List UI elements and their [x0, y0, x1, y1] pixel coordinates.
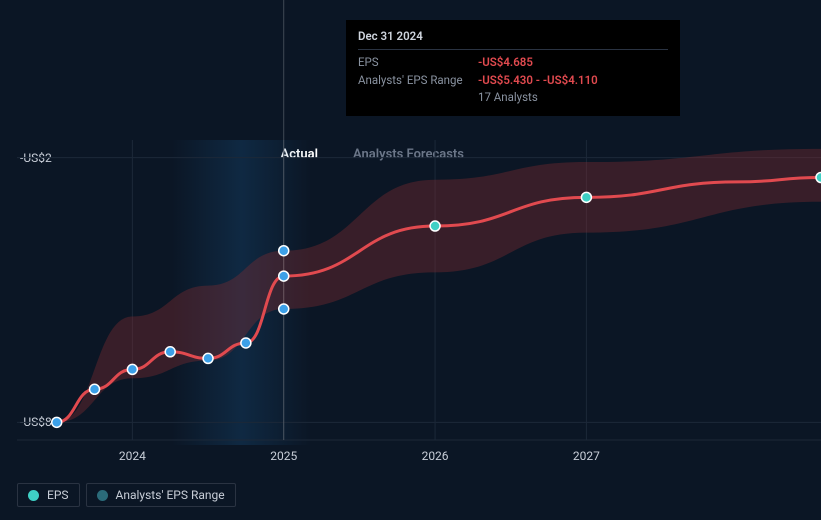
- eps-chart: -US$2 -US$8 Actual Analysts Forecasts 20…: [17, 0, 804, 520]
- tooltip-value: -US$5.430 - -US$4.110: [478, 72, 598, 89]
- tooltip-separator: [358, 49, 668, 50]
- legend-item-eps[interactable]: EPS: [17, 483, 80, 507]
- tooltip-row: EPS -US$4.685: [358, 54, 668, 71]
- legend: EPS Analysts' EPS Range: [17, 483, 236, 507]
- tooltip-key: [358, 89, 478, 106]
- tooltip-key: EPS: [358, 54, 478, 71]
- x-tick-label: 2024: [119, 449, 146, 463]
- tooltip-value: -US$4.685: [478, 54, 533, 71]
- legend-swatch-icon: [28, 490, 39, 501]
- chart-tooltip: Dec 31 2024 EPS -US$4.685 Analysts' EPS …: [346, 20, 680, 116]
- legend-label: EPS: [47, 488, 69, 502]
- tooltip-date: Dec 31 2024: [358, 28, 668, 45]
- tooltip-row: Analysts' EPS Range -US$5.430 - -US$4.11…: [358, 72, 668, 89]
- tooltip-key: Analysts' EPS Range: [358, 72, 478, 89]
- x-tick-label: 2027: [573, 449, 600, 463]
- tooltip-row: 17 Analysts: [358, 89, 668, 106]
- legend-label: Analysts' EPS Range: [116, 488, 225, 502]
- legend-item-range[interactable]: Analysts' EPS Range: [86, 483, 236, 507]
- tooltip-value: 17 Analysts: [478, 89, 538, 106]
- x-tick-label: 2026: [422, 449, 449, 463]
- legend-swatch-icon: [97, 490, 108, 501]
- x-tick-label: 2025: [270, 449, 297, 463]
